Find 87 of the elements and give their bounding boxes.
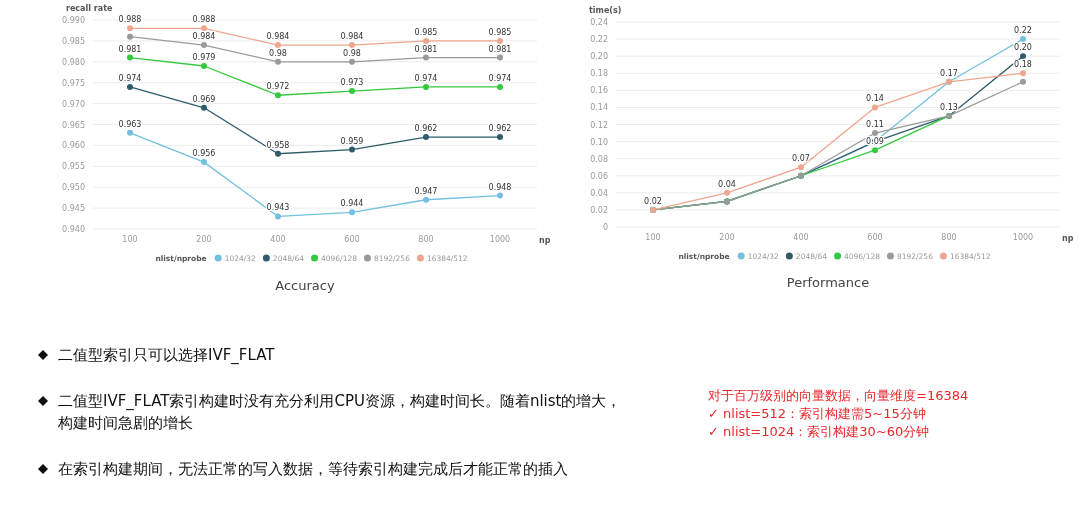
y-tick-label: 0.10 (590, 137, 608, 147)
y-axis-title: time(s) (589, 6, 622, 15)
x-tick-label: 100 (645, 233, 661, 242)
y-tick-label: 0.22 (590, 35, 608, 45)
data-label: 0.969 (192, 94, 216, 104)
data-label: 0.944 (340, 199, 364, 209)
y-tick-label: 0.06 (590, 171, 608, 181)
data-label: 0.18 (1014, 60, 1032, 70)
data-label: 0.958 (266, 140, 290, 150)
data-label: 0.973 (340, 78, 364, 88)
data-label: 0.984 (192, 32, 216, 42)
text: 对于百万级别的向量数据，向量维度=16384 (708, 388, 969, 403)
y-tick-label: 0.990 (62, 16, 85, 25)
y-tick-label: 0.08 (590, 154, 608, 164)
data-label: 0.956 (192, 149, 216, 159)
data-label: 0.974 (488, 73, 512, 83)
text: Performance (786, 275, 870, 290)
data-label: 0.972 (266, 82, 290, 92)
x-tick-label: 200 (196, 235, 212, 244)
x-tick-label: 100 (122, 235, 138, 244)
data-label: 0.985 (488, 27, 512, 37)
data-label: 0.02 (644, 196, 662, 206)
text: Accuracy (275, 278, 335, 293)
data-label: 0.17 (940, 68, 958, 78)
y-tick-label: 0.02 (590, 205, 608, 215)
y-tick-label: 0.950 (62, 183, 85, 193)
data-label: 0.947 (414, 186, 438, 196)
data-label: 0.981 (414, 44, 438, 54)
y-tick-label: 0.980 (62, 57, 85, 67)
x-axis-title: np (1062, 234, 1074, 243)
x-tick-label: 400 (270, 235, 286, 244)
y-tick-label: 0 (602, 223, 608, 232)
y-tick-label: 0.975 (62, 78, 85, 88)
data-label: 0.948 (488, 182, 512, 192)
x-tick-label: 600 (344, 235, 360, 244)
data-label: 0.984 (340, 32, 364, 42)
data-label: 0.962 (414, 124, 438, 134)
text: 二值型索引只可以选择IVF_FLAT (58, 346, 276, 365)
data-label: 0.98 (343, 48, 361, 58)
text: ✓ nlist=512：索引构建需5~15分钟 (708, 406, 926, 421)
text: 在索引构建期间，无法正常的写入数据，等待索引构建完成后才能正常的插入 (58, 460, 568, 478)
y-tick-label: 0.985 (62, 36, 85, 46)
data-label: 0.984 (266, 32, 290, 42)
data-label: 0.988 (192, 15, 216, 25)
y-tick-label: 0.24 (590, 18, 608, 27)
data-label: 0.943 (266, 203, 290, 213)
data-label: 0.22 (1014, 26, 1032, 36)
x-tick-label: 800 (418, 235, 434, 244)
y-tick-label: 0.16 (590, 86, 608, 96)
data-label: 0.974 (414, 73, 438, 83)
data-label: 0.13 (940, 102, 958, 112)
x-tick-label: 800 (941, 233, 957, 242)
text: ✓ nlist=1024：索引构建30~60分钟 (708, 424, 930, 439)
data-label: 0.974 (118, 73, 142, 83)
y-tick-label: 0.945 (62, 204, 85, 214)
data-label: 0.959 (340, 136, 364, 146)
y-tick-label: 0.12 (590, 120, 608, 130)
y-tick-label: 0.20 (590, 52, 608, 62)
y-tick-label: 0.14 (590, 103, 608, 113)
data-label: 0.979 (192, 52, 216, 62)
y-tick-label: 0.940 (62, 225, 85, 234)
x-tick-label: 600 (867, 233, 883, 242)
data-label: 0.962 (488, 124, 512, 134)
data-label: 0.981 (118, 44, 142, 54)
data-label: 0.14 (866, 94, 884, 104)
data-label: 0.963 (118, 119, 142, 129)
data-label: 0.07 (792, 154, 810, 164)
y-tick-label: 0.04 (590, 188, 608, 198)
data-label: 0.988 (118, 15, 142, 25)
y-axis-title: recall rate (66, 4, 113, 13)
y-tick-label: 0.965 (62, 120, 85, 130)
y-tick-label: 0.960 (62, 141, 85, 151)
data-label: 0.04 (718, 179, 736, 189)
y-tick-label: 0.970 (62, 99, 85, 109)
x-tick-label: 1000 (489, 235, 511, 244)
x-tick-label: 200 (719, 233, 735, 242)
x-tick-label: 400 (793, 233, 809, 242)
data-label: 0.20 (1014, 43, 1032, 53)
data-label: 0.985 (414, 27, 438, 37)
x-tick-label: 1000 (1012, 233, 1034, 242)
data-label: 0.98 (269, 48, 287, 58)
y-tick-label: 0.18 (590, 69, 608, 79)
text: 二值型IVF_FLAT索引构建时没有充分利用CPU资源，构建时间长。随着nlist的增大，构建时间急剧的增长 (57, 392, 622, 432)
y-tick-label: 0.955 (62, 162, 85, 172)
x-axis-title: np (539, 236, 551, 245)
data-label: 0.11 (866, 120, 884, 130)
data-label: 0.981 (488, 44, 512, 54)
